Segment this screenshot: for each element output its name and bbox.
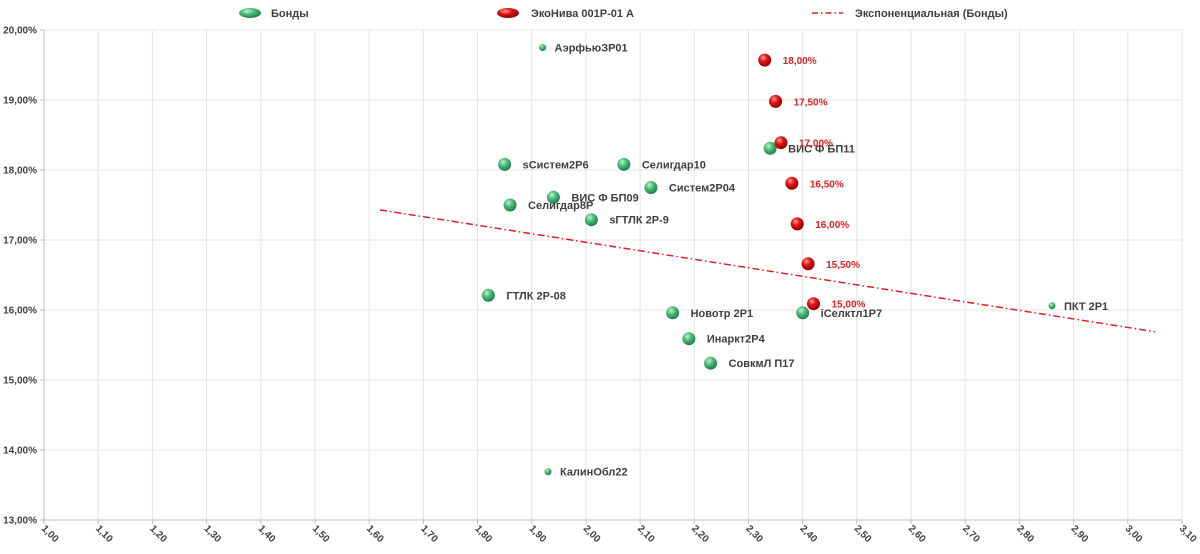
ekoniva-point — [807, 297, 821, 311]
x-tick-label: 1,80 — [472, 523, 494, 545]
ekoniva-point — [801, 257, 815, 271]
x-tick-label: 2,30 — [743, 523, 765, 545]
bond-label: Инаркт2Р4 — [707, 334, 766, 346]
bond-label: ПКТ 2Р1 — [1064, 301, 1108, 313]
bond-point — [584, 213, 598, 227]
legend-bonds-marker — [239, 8, 261, 18]
data-labels: АэрфьюЗР01 sСистем2Р6 Селигдар10 ВИС Ф БП11… — [506, 43, 1108, 479]
axes — [40, 29, 1183, 524]
bond-label: АэрфьюЗР01 — [555, 43, 628, 55]
x-tick-label: 1,70 — [418, 523, 440, 545]
bond-label: ВИС Ф БП09 — [571, 192, 638, 204]
bond-point — [539, 44, 547, 51]
bond-point — [617, 157, 631, 171]
x-axis-ticks: 1,00 1,10 1,20 1,30 1,40 1,50 1,60 1,70 1,80 1,90… — [39, 523, 1199, 545]
bond-point — [546, 190, 560, 204]
x-tick-label: 2,10 — [635, 523, 657, 545]
bond-point — [503, 198, 517, 212]
x-tick-label: 1,10 — [93, 523, 115, 545]
x-tick-label: 2,00 — [581, 523, 603, 545]
x-tick-label: 2,90 — [1068, 523, 1090, 545]
y-tick-label: 16,00% — [3, 306, 37, 317]
bond-label: Селигдар10 — [642, 159, 706, 171]
y-tick-label: 18,00% — [3, 166, 37, 177]
trendline — [379, 209, 1156, 333]
bond-point — [666, 306, 680, 320]
x-tick-label: 1,30 — [201, 523, 223, 545]
x-tick-label: 1,60 — [364, 523, 386, 545]
legend-bonds-label: Бонды — [271, 8, 309, 20]
data-points — [481, 44, 1056, 476]
bond-point — [704, 356, 718, 370]
bond-point — [481, 288, 495, 302]
ekoniva-label: 15,50% — [826, 260, 860, 271]
bond-label: Новотр 2Р1 — [691, 308, 753, 320]
y-tick-label: 15,00% — [3, 376, 37, 387]
trendline-line — [379, 209, 1156, 333]
bond-label: ГТЛК 2Р-08 — [506, 290, 566, 302]
ekoniva-point — [790, 217, 804, 231]
bond-label: Селигдар8Р — [528, 200, 593, 212]
x-tick-label: 1,90 — [527, 523, 549, 545]
x-tick-label: 2,80 — [1014, 523, 1036, 545]
legend-ekoniva-label: ЭкоНива 001Р-01 А — [531, 8, 634, 20]
bond-label: СовкмЛ П17 — [729, 358, 795, 370]
legend: Бонды ЭкоНива 001Р-01 А Экспоненциальная… — [239, 8, 1008, 20]
y-tick-label: 19,00% — [3, 96, 37, 107]
ekoniva-point — [769, 94, 783, 108]
x-tick-label: 3,00 — [1123, 523, 1145, 545]
bond-point — [796, 306, 810, 320]
x-tick-label: 1,00 — [39, 523, 61, 545]
ekoniva-label: 15,00% — [832, 300, 866, 311]
bond-label: iСелктл1Р7 — [821, 308, 882, 320]
x-tick-label: 2,70 — [960, 523, 982, 545]
bond-point — [544, 468, 552, 476]
y-tick-label: 20,00% — [3, 26, 37, 37]
bond-point — [682, 332, 696, 346]
y-tick-label: 17,00% — [3, 236, 37, 247]
x-tick-label: 3,10 — [1177, 523, 1199, 545]
x-tick-label: 2,20 — [689, 523, 711, 545]
bond-point — [498, 157, 512, 171]
ekoniva-point — [774, 136, 788, 150]
bond-label: ВИС Ф БП11 — [788, 143, 855, 155]
bond-label: sГТЛК 2Р-9 — [609, 215, 669, 227]
y-tick-label: 13,00% — [3, 516, 37, 527]
ekoniva-label: 16,50% — [810, 179, 844, 190]
bond-point — [1048, 302, 1056, 310]
bond-label: КалинОбл22 — [560, 467, 628, 479]
x-tick-label: 1,50 — [310, 523, 332, 545]
x-tick-label: 2,40 — [798, 523, 820, 545]
ekoniva-label: 17,00% — [799, 139, 833, 150]
ekoniva-point — [785, 176, 799, 190]
x-tick-label: 1,20 — [147, 523, 169, 545]
ekoniva-label: 16,00% — [815, 220, 849, 231]
ekoniva-label: 18,00% — [783, 56, 817, 67]
bond-point — [763, 141, 777, 155]
x-tick-label: 2,60 — [906, 523, 928, 545]
ekoniva-label: 17,50% — [794, 97, 828, 108]
x-tick-label: 2,50 — [852, 523, 874, 545]
ekoniva-point — [758, 53, 772, 67]
grid — [43, 29, 1183, 521]
legend-ekoniva-marker — [497, 8, 519, 18]
legend-trend-label: Экспоненциальная (Бонды) — [855, 8, 1008, 20]
bond-point — [644, 181, 658, 194]
y-tick-label: 14,00% — [3, 446, 37, 457]
bond-label: sСистем2Р6 — [523, 159, 589, 171]
bond-label: Систем2Р04 — [669, 183, 736, 195]
x-tick-label: 1,40 — [256, 523, 278, 545]
y-axis-ticks: 13,00% 14,00% 15,00% 16,00% 17,00% 18,00% 19,0… — [3, 26, 37, 527]
